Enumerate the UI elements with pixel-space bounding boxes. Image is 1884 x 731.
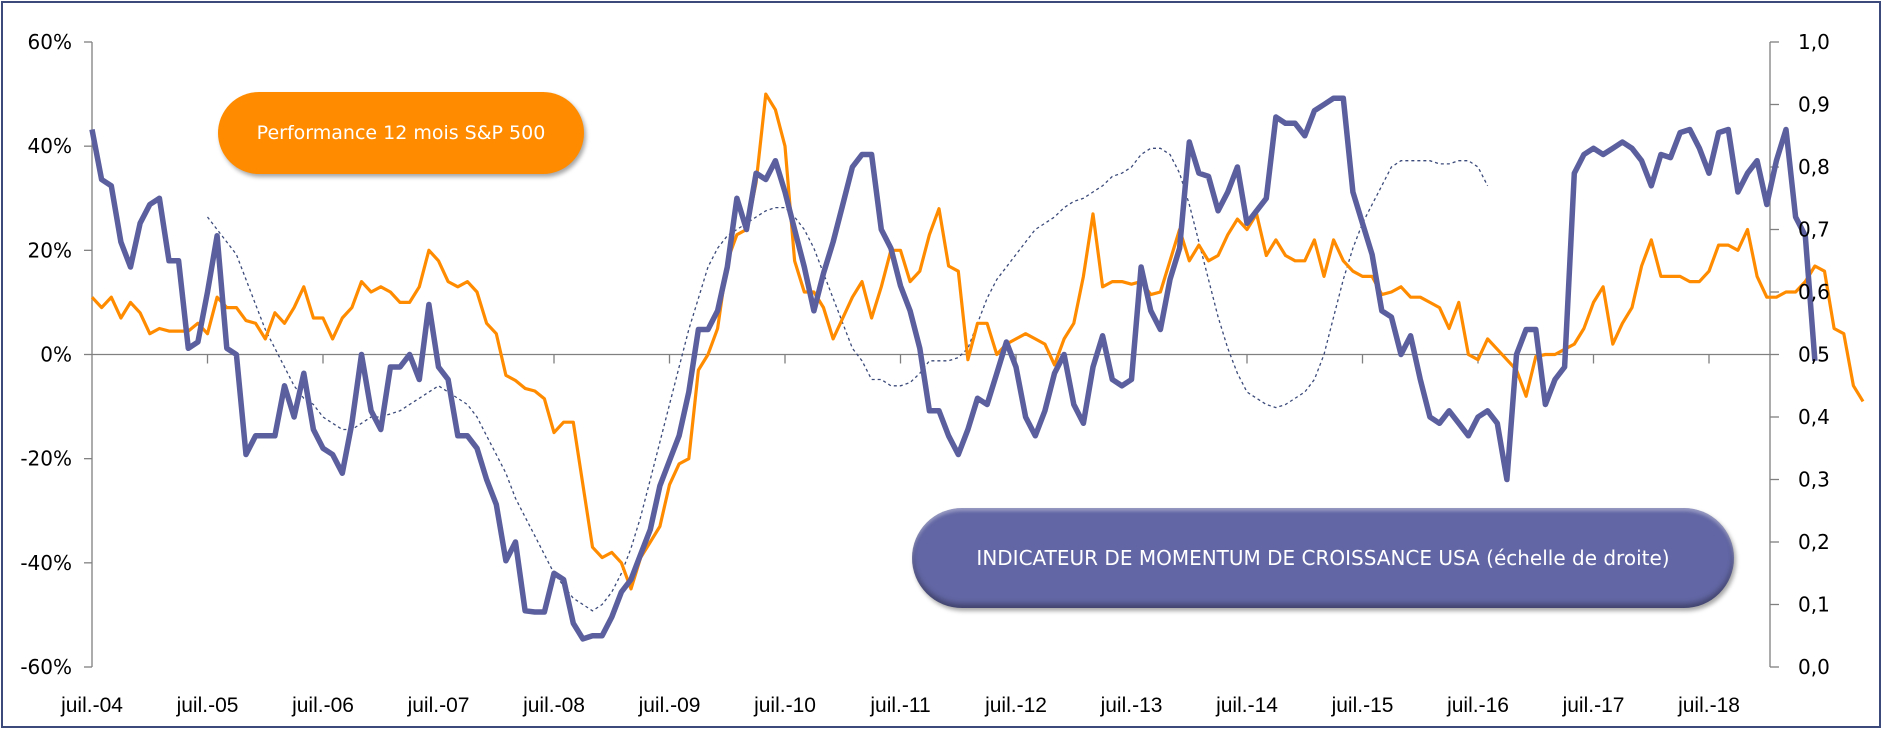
left-axis-tick-label: -40% [20, 551, 72, 575]
left-axis-tick-label: 20% [28, 238, 72, 262]
right-axis-tick-label: 0,0 [1798, 655, 1830, 679]
x-axis-tick-label: juil.-11 [869, 694, 930, 717]
x-axis-tick-label: juil.-08 [522, 694, 585, 717]
x-axis-tick-label: juil.-14 [1215, 694, 1278, 717]
right-axis-tick-label: 0,5 [1798, 343, 1830, 367]
right-axis-tick-label: 0,4 [1798, 405, 1830, 429]
x-axis-tick-label: juil.-15 [1331, 694, 1394, 717]
right-axis-tick-label: 0,6 [1798, 280, 1830, 304]
x-axis-tick-label: juil.-12 [984, 694, 1047, 717]
x-axis-tick-label: juil.-16 [1446, 694, 1509, 717]
left-axis-tick-label: 40% [28, 134, 72, 158]
axes [84, 41, 1779, 668]
x-axis-tick-label: juil.-09 [638, 694, 701, 717]
tick-labels: 60% 40% 20% 0% -20% -40% -60% 1,0 0,9 0,8 0,7 0,6 0,… [20, 30, 1829, 717]
left-axis-tick-label: 60% [28, 30, 72, 54]
right-axis-tick-label: 0,8 [1798, 155, 1830, 179]
series-lines [89, 92, 1865, 642]
right-axis-tick-label: 0,9 [1798, 93, 1830, 117]
right-axis-tick-label: 0,2 [1798, 530, 1830, 554]
legend-indicator: INDICATEUR DE MOMENTUM DE CROISSANCE USA… [912, 508, 1734, 608]
x-axis-tick-label: juil.-07 [407, 694, 470, 717]
legend-sp500: Performance 12 mois S&P 500 [218, 92, 584, 174]
x-axis-tick-label: juil.-05 [176, 694, 239, 717]
right-axis-tick-label: 0,3 [1798, 468, 1830, 492]
right-axis-tick-label: 0,7 [1798, 218, 1830, 242]
indicator-line [89, 95, 1818, 642]
right-axis-tick-label: 0,1 [1798, 593, 1830, 617]
x-axis-tick-label: juil.-06 [291, 694, 354, 717]
left-axis-tick-label: 0% [40, 343, 72, 367]
x-axis-tick-label: juil.-18 [1677, 694, 1740, 717]
legend-sp500-label: Performance 12 mois S&P 500 [256, 122, 546, 144]
indicator-moving-average-line [206, 147, 1489, 612]
x-axis-tick-label: juil.-10 [753, 694, 816, 717]
right-axis-tick-label: 1,0 [1798, 30, 1830, 54]
left-axis-tick-label: -60% [20, 655, 72, 679]
left-axis-tick-label: -20% [20, 447, 72, 471]
legend-indicator-label: INDICATEUR DE MOMENTUM DE CROISSANCE USA… [976, 546, 1670, 570]
x-axis-tick-label: juil.-04 [60, 694, 123, 717]
x-axis-tick-label: juil.-13 [1100, 694, 1163, 717]
x-axis-tick-label: juil.-17 [1562, 694, 1625, 717]
